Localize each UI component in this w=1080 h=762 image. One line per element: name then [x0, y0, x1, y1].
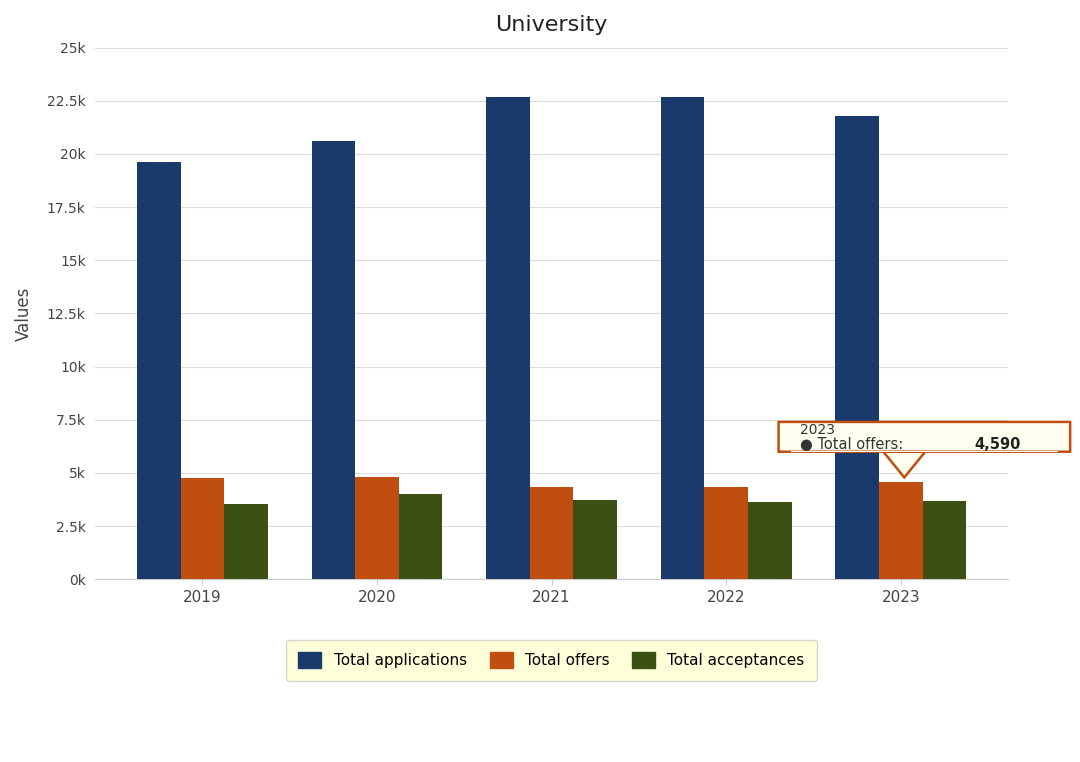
Title: University: University — [496, 15, 608, 35]
Legend: Total applications, Total offers, Total acceptances: Total applications, Total offers, Total … — [286, 640, 816, 680]
Polygon shape — [883, 452, 926, 478]
Bar — [879, 482, 922, 579]
Y-axis label: Values: Values — [15, 287, 33, 341]
Text: ● Total offers:: ● Total offers: — [799, 437, 912, 452]
Bar — [922, 501, 967, 579]
Bar — [399, 495, 443, 579]
Text: 2023: 2023 — [799, 424, 835, 437]
Bar — [355, 477, 399, 579]
Bar — [180, 479, 225, 579]
Bar — [748, 501, 792, 579]
Bar — [486, 97, 530, 579]
Bar — [704, 487, 748, 579]
FancyBboxPatch shape — [791, 450, 1058, 453]
FancyBboxPatch shape — [779, 422, 1070, 452]
Bar — [311, 141, 355, 579]
Text: 4,590: 4,590 — [974, 437, 1021, 452]
Bar — [573, 500, 617, 579]
Bar — [835, 116, 879, 579]
Bar — [530, 487, 573, 579]
Bar — [137, 162, 180, 579]
Bar — [661, 97, 704, 579]
Bar — [225, 504, 268, 579]
